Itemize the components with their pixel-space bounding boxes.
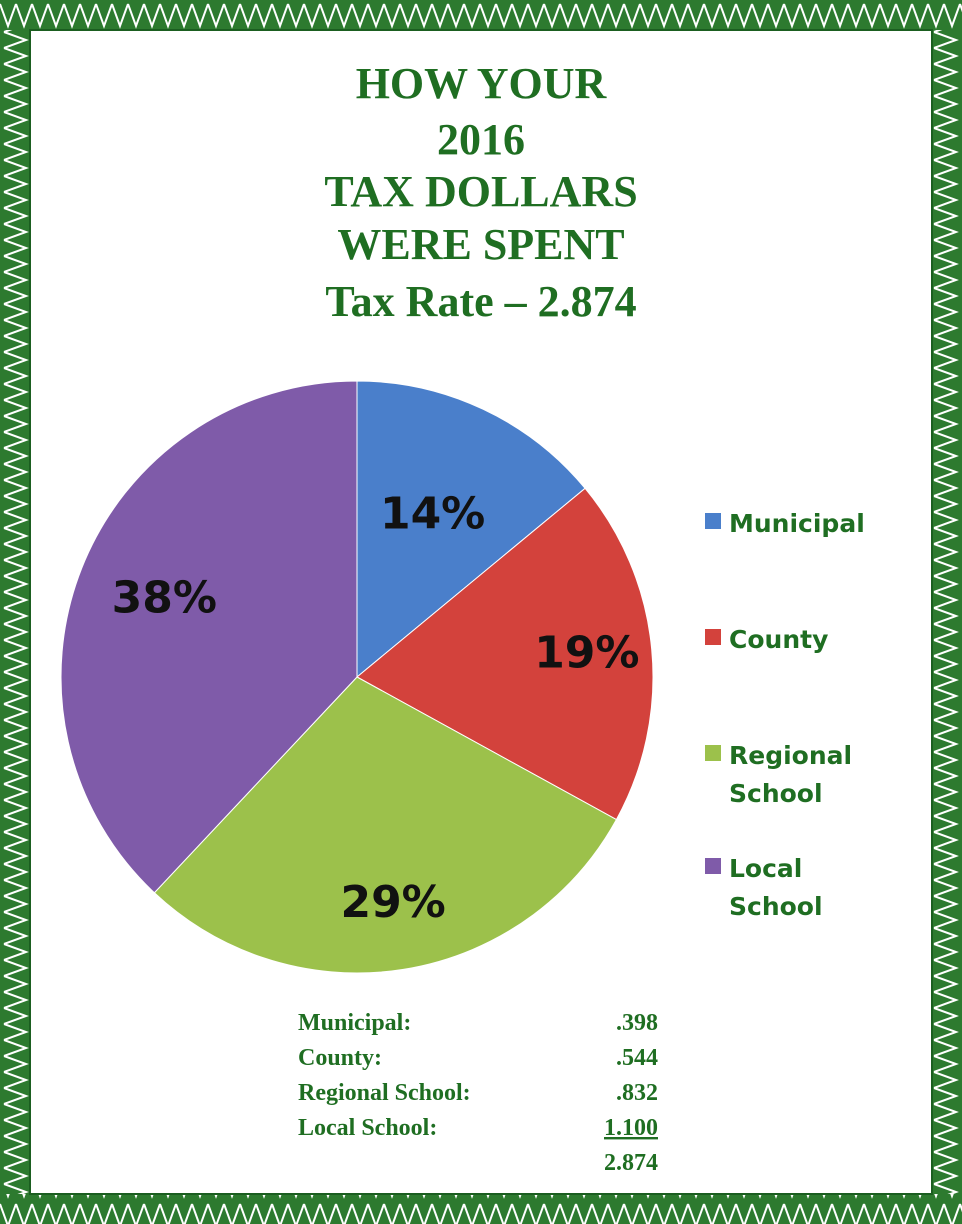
table: Municipal: .398 County: .544 Regional School… <box>298 1010 658 1176</box>
chart-title: HOW YOUR <box>356 59 608 108</box>
pie-slice <box>60 380 358 894</box>
data-label: 14% <box>380 488 485 539</box>
border <box>0 0 962 30</box>
legend-label: Local School <box>729 854 823 921</box>
pie: 14% 19% 29% 38% <box>60 380 654 974</box>
legend-swatch <box>705 513 721 529</box>
table-value: .398 <box>616 1010 658 1036</box>
table-label: Municipal: <box>298 1010 411 1036</box>
legend-item: Municipal <box>705 505 899 543</box>
data-label: 29% <box>340 877 445 928</box>
chart-title: Tax Rate – 2.874 <box>325 277 636 326</box>
border <box>0 1194 962 1224</box>
legend-item: Local School <box>705 850 899 926</box>
chart-title: TAX DOLLARS <box>324 167 637 216</box>
table-label: County: <box>298 1045 382 1071</box>
border <box>932 0 962 1224</box>
pie-slice <box>356 487 654 821</box>
chart-title: 2016 <box>437 115 525 164</box>
table-total: 2.874 <box>604 1150 658 1176</box>
pie-slice <box>356 380 586 679</box>
legend-swatch <box>705 745 721 761</box>
table-value: .832 <box>616 1080 658 1106</box>
table-label: Regional School: <box>298 1080 471 1106</box>
legend-swatch <box>705 629 721 645</box>
table-label: Local School: <box>298 1115 437 1141</box>
data-label: 19% <box>534 627 639 678</box>
legend-label: Regional School <box>729 741 853 808</box>
chart-title: WERE SPENT <box>337 220 624 269</box>
table-value: .544 <box>616 1045 658 1071</box>
data-label: 38% <box>112 573 217 624</box>
legend-label: Municipal <box>729 509 865 538</box>
pie-slice <box>153 676 618 974</box>
table-value: 1.100 <box>604 1115 658 1141</box>
legend-swatch <box>705 858 721 874</box>
legend-label: County <box>729 625 829 654</box>
legend-item: Regional School <box>705 737 899 813</box>
border <box>0 0 30 1224</box>
legend-item: County <box>705 621 899 659</box>
